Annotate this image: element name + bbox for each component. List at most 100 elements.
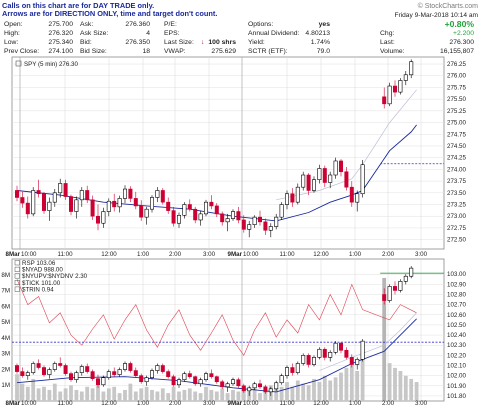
rsp-candle [160, 365, 165, 372]
rsp-candle [144, 377, 149, 383]
volume-bar [90, 388, 95, 401]
rsp-candle [198, 379, 203, 385]
breadth-legend-label: $TICK 101.00 [22, 280, 61, 287]
price-candle [52, 192, 57, 203]
volume-bar [322, 375, 327, 401]
volume-bar [247, 391, 252, 401]
volume-bar [290, 386, 295, 401]
time-tick-label: 10:00 [243, 400, 259, 406]
price-candle [117, 198, 122, 208]
time-tick-label: 1:00 [349, 400, 362, 406]
breadth-panel: 103.00 102.90 102.80 102.70 102.60 102.50 102.… [1, 258, 466, 406]
price-candle [257, 216, 262, 223]
rsp-candle [322, 348, 327, 358]
price-candle [139, 205, 144, 218]
rsp-candle [177, 379, 182, 386]
volume-bar [144, 386, 149, 401]
last-size-label: Last Size: [164, 39, 194, 46]
rsp-candle [382, 294, 387, 301]
volume-bar [387, 363, 392, 401]
time-tick-label: 1:00 [349, 251, 362, 258]
price-candle [101, 211, 106, 224]
rsp-tick-label: 102.60 [447, 312, 466, 319]
breadth-time-axis: 8Mar 10:00 11:00 12:00 1:00 2:00 3:00 9Mar 10:00… [6, 400, 428, 406]
price-candle [171, 210, 176, 224]
price-candle [306, 174, 311, 191]
rsp-candle [311, 357, 316, 365]
last-label: Last: [380, 39, 395, 46]
price-tick-label: 273.50 [447, 190, 466, 197]
price-candle [150, 197, 155, 210]
volume-bar [393, 367, 397, 401]
high-value: 276.320 [48, 30, 73, 37]
volume-bar [225, 393, 230, 401]
price-candle [225, 218, 230, 223]
price-axis-ticks: 272.50 272.75 273.00 273.25 273.50 273.75 274.… [447, 61, 466, 244]
stockcharts-logo: © StockCharts.com [418, 2, 479, 10]
price-candle [338, 160, 343, 173]
rsp-candle [387, 286, 392, 301]
rsp-candle [25, 372, 30, 376]
volume-tick-label: 2M [1, 366, 10, 373]
volume-bar [63, 388, 68, 401]
price-candle [349, 186, 354, 203]
rsp-candle [360, 340, 365, 360]
rsp-tick-label: 103.00 [447, 271, 466, 278]
time-tick-label: 2:00 [382, 251, 395, 258]
price-candle [112, 200, 117, 208]
bid-size-value: 18 [142, 48, 150, 55]
volume-bar [117, 393, 122, 401]
rsp-candle [63, 365, 68, 374]
price-candle [204, 201, 209, 215]
time-tick-label: 12:00 [313, 251, 329, 258]
volume-bar [414, 382, 419, 401]
rsp-candle [290, 367, 295, 373]
price-plot-frame [11, 56, 445, 250]
rsp-candle [231, 379, 236, 385]
percent-change: +0.80% [445, 19, 475, 29]
quote-table: Open: 275.700 High: 276.320 Low: 275.340… [4, 19, 474, 55]
rsp-candle [31, 363, 36, 373]
legend-swatch-icon [14, 280, 20, 286]
price-candle [69, 196, 74, 212]
price-tick-label: 275.25 [447, 108, 466, 115]
price-tick-label: 276.00 [447, 73, 466, 80]
rsp-candle [36, 363, 41, 368]
rsp-candle [247, 387, 252, 392]
price-candle [263, 221, 268, 231]
rsp-tick-label: 102.90 [447, 281, 466, 288]
volume-bar [177, 391, 181, 401]
rsp-candle [225, 383, 230, 388]
rsp-candle [306, 355, 311, 365]
volume-bar [128, 383, 133, 401]
ask-value: 276.360 [125, 21, 150, 28]
volume-tick-label: 8M [1, 272, 10, 279]
volume-bar [328, 380, 333, 401]
rsp-candle [69, 373, 74, 381]
price-candle [74, 199, 79, 212]
breadth-legend-label: $NYUPV:$NYDNV 2.30 [22, 273, 88, 280]
price-tick-label: 276.25 [447, 61, 466, 68]
price-candle [177, 214, 182, 224]
ask-size-value: 4 [146, 30, 150, 37]
breadth-legend: RSP 103.06$NYAD 988.00$NYUPV:$NYDNV 2.30… [14, 260, 88, 293]
price-candle [333, 160, 338, 176]
volume-bar [96, 385, 100, 401]
volume-bar [360, 359, 365, 401]
price-candle [36, 190, 41, 195]
tick-indicator-line [16, 279, 417, 357]
price-candle [166, 201, 171, 211]
volume-bar [112, 386, 117, 401]
rsp-candle [101, 377, 106, 386]
rsp-candle [47, 369, 52, 375]
volume-bar [123, 389, 127, 401]
down-arrow-icon: ↓ [201, 39, 204, 46]
price-tick-label: 274.75 [447, 131, 466, 138]
price-candle [79, 190, 84, 201]
rsp-candle [15, 365, 20, 372]
rsp-candle [220, 381, 225, 388]
notice-line-2: Arrows are for DIRECTION ONLY, time and … [2, 9, 217, 18]
price-legend-label: SPY (5 min) 276.30 [24, 61, 78, 68]
volume-value: 16,155,807 [440, 48, 474, 55]
rsp-candle [257, 383, 262, 388]
